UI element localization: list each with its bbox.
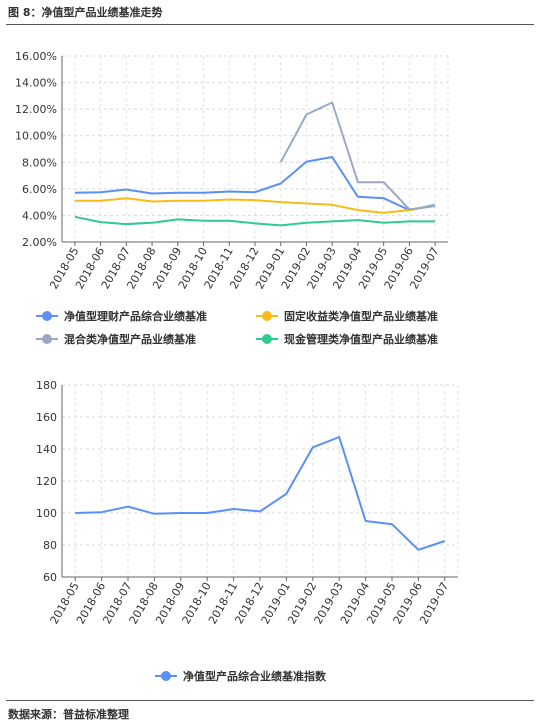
y-tick-label: 160 [36,411,57,424]
y-tick-label: 180 [36,379,57,392]
series-line-1-2 [279,101,436,211]
legend-marker [262,311,272,321]
series-line-1-3 [74,215,436,227]
y-tick-label: 60 [43,571,57,584]
y-tick-label: 12.00% [15,103,57,116]
legend-label: 混合类净值型产品业绩基准 [64,332,196,346]
series-line-1-0 [74,156,436,212]
y-tick-label: 16.00% [15,50,57,63]
legend-marker [42,334,52,344]
legend-label: 净值型理财产品综合业绩基准 [64,309,207,323]
y-tick-label: 8.00% [22,156,57,169]
chart-performance-benchmarks: 2.00% 4.00% 6.00% 8.00% 10.00% 12.00% 14.00% 16… [15,50,449,346]
top-rule [6,24,534,25]
series-line-2-0 [75,436,446,551]
y-tick-label: 140 [36,443,57,456]
legend-item: 混合类净值型产品业绩基准 [36,332,196,346]
legend-marker [262,334,272,344]
y-tick-label: 80 [43,539,57,552]
legend-item: 净值型产品综合业绩基准指数 [155,669,327,683]
y-tick-label: 10.00% [15,130,57,143]
chart-benchmark-index: 60801001201401601802018-052018-062018-07… [36,379,459,683]
figure-title: 图 8：净值型产品业绩基准走势 [8,6,163,19]
legend-item: 净值型理财产品综合业绩基准 [36,309,207,323]
legend-item: 现金管理类净值型产品业绩基准 [256,332,438,346]
legend-label: 固定收益类净值型产品业绩基准 [284,309,438,323]
legend-marker [42,311,52,321]
legend-marker [161,671,171,681]
y-tick-label: 120 [36,475,57,488]
y-tick-label: 100 [36,507,57,520]
bottom-rule [6,700,534,701]
series-line-1-1 [74,197,436,214]
y-tick-label: 14.00% [15,77,57,90]
legend-label: 现金管理类净值型产品业绩基准 [284,332,438,346]
data-source: 数据来源：普益标准整理 [8,708,129,721]
legend-item: 固定收益类净值型产品业绩基准 [256,309,438,323]
y-tick-label: 2.00% [22,236,57,249]
y-tick-label: 4.00% [22,209,57,222]
legend-label: 净值型产品综合业绩基准指数 [183,669,327,683]
y-tick-label: 6.00% [22,183,57,196]
